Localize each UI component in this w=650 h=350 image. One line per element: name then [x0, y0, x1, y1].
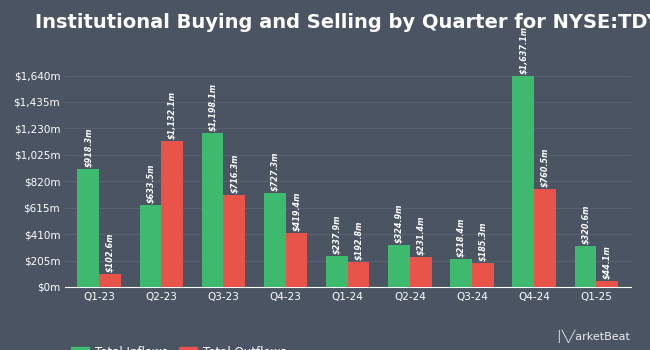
Text: $320.6m: $320.6m [581, 204, 590, 244]
Text: $237.9m: $237.9m [332, 215, 341, 254]
Text: $760.5m: $760.5m [541, 147, 549, 187]
Bar [472, 263, 494, 287]
Bar [285, 233, 307, 287]
Title: Institutional Buying and Selling by Quarter for NYSE:TDY: Institutional Buying and Selling by Quar… [35, 13, 650, 32]
Bar [326, 256, 348, 287]
Bar [264, 193, 285, 287]
Text: $716.3m: $716.3m [230, 153, 239, 193]
Bar [224, 195, 245, 287]
Bar [575, 246, 596, 287]
Text: $324.9m: $324.9m [395, 204, 404, 243]
Bar [161, 141, 183, 287]
Bar [202, 133, 224, 287]
Text: $918.3m: $918.3m [84, 127, 93, 167]
Text: $231.4m: $231.4m [416, 216, 425, 255]
Text: $1,132.1m: $1,132.1m [168, 91, 177, 139]
Legend: Total Inflows, Total Outflows: Total Inflows, Total Outflows [71, 346, 286, 350]
Bar [596, 281, 618, 287]
Text: $192.8m: $192.8m [354, 221, 363, 260]
Text: $727.3m: $727.3m [270, 152, 280, 191]
Text: $218.4m: $218.4m [457, 217, 465, 257]
Bar [77, 169, 99, 287]
Bar [99, 274, 121, 287]
Text: $44.1m: $44.1m [603, 245, 612, 279]
Text: $633.5m: $633.5m [146, 164, 155, 203]
Text: $419.4m: $419.4m [292, 191, 301, 231]
Bar [534, 189, 556, 287]
Bar [512, 76, 534, 287]
Text: $185.3m: $185.3m [478, 222, 488, 261]
Bar [410, 257, 432, 287]
Text: $1,198.1m: $1,198.1m [208, 83, 217, 131]
Bar [140, 205, 161, 287]
Bar [388, 245, 410, 287]
Bar [450, 259, 472, 287]
Text: │╲╱arketBeat: │╲╱arketBeat [556, 330, 630, 343]
Text: $1,637.1m: $1,637.1m [519, 26, 528, 74]
Bar [348, 262, 369, 287]
Text: $102.6m: $102.6m [105, 232, 114, 272]
